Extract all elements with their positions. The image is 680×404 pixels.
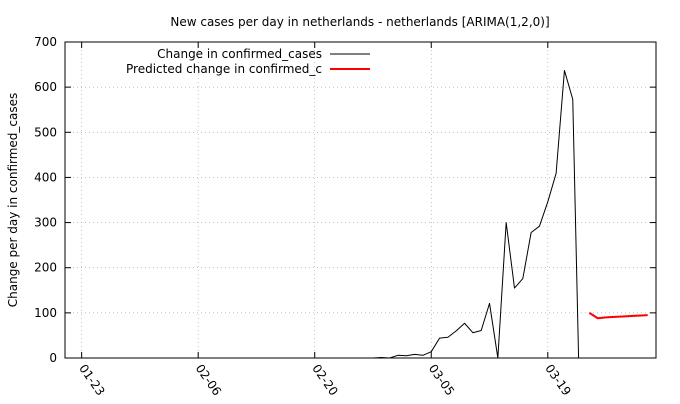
series-lines <box>372 69 648 359</box>
y-tick-label: 0 <box>49 351 57 365</box>
y-tick-label: 400 <box>34 170 57 184</box>
y-tick-label: 700 <box>34 35 57 49</box>
y-tick-label: 100 <box>34 306 57 320</box>
legend-entry-actual-label: Change in confirmed_cases <box>157 47 322 61</box>
plot-frame <box>64 41 657 359</box>
x-tick-label: 02-06 <box>193 362 224 399</box>
y-axis-label: Change per day in confirmed_cases <box>6 93 20 308</box>
series-line-actual <box>372 69 580 359</box>
legend-entry-predicted-label: Predicted change in confirmed_c <box>126 62 322 76</box>
series-line-predicted <box>588 312 648 320</box>
y-tick-label: 600 <box>34 80 57 94</box>
x-tick-label: 01-23 <box>76 362 107 399</box>
grid <box>65 42 656 358</box>
y-tick-label: 200 <box>34 261 57 275</box>
x-tick-label: 03-05 <box>426 362 457 399</box>
y-tick-label: 500 <box>34 125 57 139</box>
x-tick-label: 02-20 <box>309 362 340 399</box>
x-tick-label: 03-19 <box>542 362 573 399</box>
chart-title: New cases per day in netherlands - nethe… <box>170 15 549 29</box>
y-tick-label: 300 <box>34 216 57 230</box>
